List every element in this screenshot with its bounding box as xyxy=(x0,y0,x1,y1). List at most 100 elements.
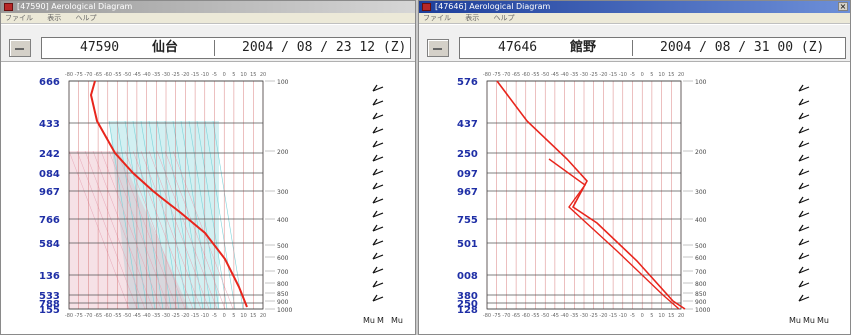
dewpoint-profile-line xyxy=(548,158,680,310)
menu-help[interactable]: ヘルプ xyxy=(493,14,515,22)
temp-tick-label: -80 xyxy=(483,72,491,78)
wind-barb-icon xyxy=(798,112,810,120)
temp-tick-label: -5 xyxy=(212,72,217,78)
temp-tick-label: -65 xyxy=(94,72,102,78)
height-label: 850 xyxy=(277,291,289,298)
close-icon[interactable]: × xyxy=(838,2,848,11)
temp-tick-label: -40 xyxy=(561,313,569,319)
moist-adiabat-line xyxy=(212,120,244,310)
aerological-diagram[interactable]: -80-80-75-75-70-70-65-65-60-60-55-55-50-… xyxy=(419,63,851,335)
temp-tick-label: -20 xyxy=(599,313,607,319)
temp-tick-label: -75 xyxy=(493,313,501,319)
observation-datetime: 2004 / 08 / 31 00 (Z) xyxy=(660,40,825,55)
temp-tick-label: -55 xyxy=(113,72,121,78)
temp-tick-label: -60 xyxy=(522,72,530,78)
wind-unit-label: Mu xyxy=(789,316,801,325)
temp-tick-label: -65 xyxy=(512,72,520,78)
menu-file[interactable]: ファイル xyxy=(423,14,451,22)
wind-barb-icon xyxy=(372,182,384,190)
menu-bar: ファイル 表示 ヘルプ xyxy=(419,13,850,24)
pressure-label: 097 xyxy=(457,169,478,180)
temp-tick-label: -75 xyxy=(75,72,83,78)
wind-barb-icon xyxy=(798,210,810,218)
wind-barb-icon xyxy=(372,224,384,232)
height-label: 100 xyxy=(695,79,707,86)
dry-adiabat-region xyxy=(69,151,189,309)
temp-tick-label: 20 xyxy=(260,313,266,319)
wind-barb-icon xyxy=(798,196,810,204)
dry-adiabat-line xyxy=(100,150,162,310)
temp-tick-label: -35 xyxy=(152,313,160,319)
temp-tick-label: 5 xyxy=(650,313,653,319)
sounding-window-left[interactable]: [47590] Aerological Diagram ファイル 表示 ヘルプ … xyxy=(0,0,416,335)
temp-tick-label: -50 xyxy=(123,72,131,78)
toolbar-button[interactable] xyxy=(9,39,31,57)
wind-barb-icon xyxy=(798,280,810,288)
pressure-label: 250 xyxy=(457,149,478,160)
temp-tick-label: -25 xyxy=(172,72,180,78)
temp-tick-label: 10 xyxy=(240,72,246,78)
temp-tick-label: 20 xyxy=(678,313,684,319)
title-bar[interactable]: [47646] Aerological Diagram × xyxy=(419,1,850,13)
temp-tick-label: -55 xyxy=(531,72,539,78)
temp-tick-label: -70 xyxy=(502,313,510,319)
wind-barb-icon xyxy=(798,126,810,134)
sounding-window-right[interactable]: [47646] Aerological Diagram × ファイル 表示 ヘル… xyxy=(418,0,851,335)
temp-tick-label: -35 xyxy=(570,72,578,78)
dry-adiabat-line xyxy=(148,150,210,310)
menu-help[interactable]: ヘルプ xyxy=(75,14,97,22)
wind-barb-icon xyxy=(372,294,384,302)
temp-tick-label: -15 xyxy=(609,72,617,78)
temp-tick-label: -25 xyxy=(590,72,598,78)
temp-tick-label: 0 xyxy=(641,72,644,78)
wind-barb-icon xyxy=(372,196,384,204)
temp-tick-label: -10 xyxy=(201,72,209,78)
temp-tick-label: -40 xyxy=(143,72,151,78)
pressure-label: 501 xyxy=(457,239,478,250)
moist-adiabat-line xyxy=(196,120,228,310)
temp-tick-label: 20 xyxy=(260,72,266,78)
pressure-label: 008 xyxy=(457,271,478,282)
temp-tick-label: -10 xyxy=(619,313,627,319)
moist-adiabat-line xyxy=(180,120,212,310)
height-label: 900 xyxy=(695,299,707,306)
wind-barb-icon xyxy=(372,280,384,288)
dry-adiabat-line xyxy=(140,150,202,310)
wind-barb-icon xyxy=(798,294,810,302)
height-label: 1000 xyxy=(695,307,710,314)
temp-tick-label: -40 xyxy=(143,313,151,319)
menu-file[interactable]: ファイル xyxy=(5,14,33,22)
temp-tick-label: 10 xyxy=(658,72,664,78)
window-title: [47646] Aerological Diagram xyxy=(435,2,551,11)
temp-tick-label: -40 xyxy=(561,72,569,78)
temp-tick-label: -5 xyxy=(630,72,635,78)
height-label: 900 xyxy=(277,299,289,306)
moist-adiabat-line xyxy=(204,120,236,310)
temp-tick-label: 0 xyxy=(223,72,226,78)
toolbar-button[interactable] xyxy=(427,39,449,57)
menu-view[interactable]: 表示 xyxy=(47,14,62,22)
title-bar[interactable]: [47590] Aerological Diagram xyxy=(1,1,415,13)
moist-adiabat-line xyxy=(156,120,188,310)
wind-barb-icon xyxy=(372,84,384,92)
wind-barb-icon xyxy=(798,252,810,260)
wind-barb-icon xyxy=(372,266,384,274)
temp-tick-label: -45 xyxy=(551,72,559,78)
wind-barb-icon xyxy=(798,168,810,176)
pressure-label: 155 xyxy=(39,305,60,316)
temp-tick-label: -45 xyxy=(133,72,141,78)
temperature-profile-line xyxy=(496,80,686,310)
pressure-label: 128 xyxy=(457,305,478,316)
wind-barb-icon xyxy=(798,266,810,274)
dry-adiabat-line xyxy=(84,150,146,310)
aerological-diagram[interactable]: -80-80-75-75-70-70-65-65-60-60-55-55-50-… xyxy=(1,63,416,335)
wind-barb-icon xyxy=(798,182,810,190)
temp-tick-label: -45 xyxy=(133,313,141,319)
temp-tick-label: -10 xyxy=(201,313,209,319)
station-header: 47590 仙台 2004 / 08 / 23 12 (Z) xyxy=(41,37,411,59)
dry-adiabat-line xyxy=(108,150,170,310)
height-label: 400 xyxy=(277,217,289,224)
wind-barb-icon xyxy=(798,154,810,162)
temp-tick-label: 15 xyxy=(668,72,674,78)
menu-view[interactable]: 表示 xyxy=(465,14,480,22)
